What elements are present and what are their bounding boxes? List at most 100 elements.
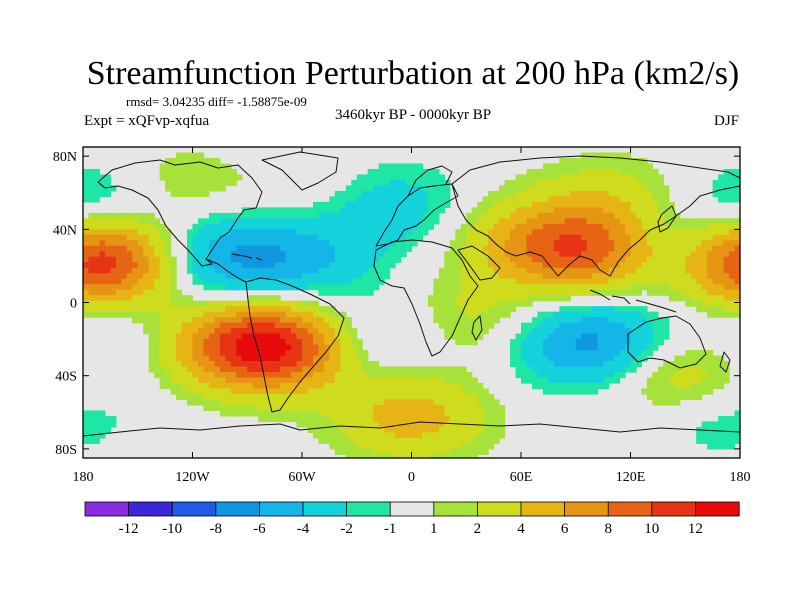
field-cell xyxy=(537,382,544,390)
field-cell xyxy=(504,311,511,318)
field-cell xyxy=(531,174,539,181)
field-cell xyxy=(93,218,101,225)
field-cell xyxy=(219,284,226,291)
field-cell xyxy=(181,179,188,187)
field-cell xyxy=(488,245,495,252)
field-cell xyxy=(312,382,320,390)
field-cell xyxy=(537,256,544,263)
field-cell xyxy=(225,174,232,181)
field-cell xyxy=(411,163,418,170)
field-cell xyxy=(444,443,451,450)
field-cell xyxy=(280,229,287,236)
field-cell xyxy=(269,223,276,230)
field-cell xyxy=(482,201,489,208)
field-cell xyxy=(416,421,424,428)
field-cell xyxy=(104,251,111,258)
field-cell xyxy=(165,361,172,368)
field-cell xyxy=(384,267,391,274)
field-cell xyxy=(269,212,276,219)
field-cell xyxy=(384,377,391,384)
field-cell xyxy=(603,273,610,280)
field-cell xyxy=(581,218,588,225)
field-cell xyxy=(225,223,232,230)
field-cell xyxy=(384,454,391,458)
field-cell xyxy=(378,382,385,390)
field-cell xyxy=(570,350,577,357)
field-cell xyxy=(625,240,632,247)
field-cell xyxy=(274,311,281,318)
field-cell xyxy=(526,267,533,274)
field-cell xyxy=(581,240,588,247)
field-cell xyxy=(652,256,659,263)
field-cell xyxy=(526,361,533,368)
field-cell xyxy=(619,152,626,159)
field-cell xyxy=(718,284,725,291)
field-cell xyxy=(614,251,621,258)
field-cell xyxy=(603,289,610,296)
field-cell xyxy=(570,377,577,384)
field-cell xyxy=(99,267,106,274)
field-cell xyxy=(159,366,166,373)
field-cell xyxy=(291,322,298,329)
field-cell xyxy=(214,223,221,230)
field-cell xyxy=(230,240,237,247)
field-cell xyxy=(499,251,506,258)
field-cell xyxy=(225,179,232,187)
field-cell xyxy=(444,421,451,428)
field-cell xyxy=(499,223,506,230)
field-cell xyxy=(477,212,484,219)
field-cell xyxy=(581,174,588,181)
field-cell xyxy=(159,251,166,258)
field-cell xyxy=(148,251,155,258)
field-cell xyxy=(531,284,539,291)
field-cell xyxy=(701,245,708,252)
field-cell xyxy=(531,322,539,329)
field-cell xyxy=(641,245,648,252)
field-cell xyxy=(247,388,254,395)
field-cell xyxy=(548,284,555,291)
field-cell xyxy=(460,256,467,263)
field-cell xyxy=(477,421,484,428)
field-cell xyxy=(247,306,254,313)
field-cell xyxy=(460,410,467,417)
field-cell xyxy=(460,229,467,236)
field-cell xyxy=(586,174,593,181)
field-cell xyxy=(718,218,725,225)
field-cell xyxy=(734,437,740,444)
field-cell xyxy=(614,377,621,384)
field-cell xyxy=(630,262,637,269)
field-cell xyxy=(159,289,166,296)
field-cell xyxy=(318,256,325,263)
field-cell xyxy=(285,388,292,395)
field-cell xyxy=(542,262,549,269)
field-cell xyxy=(575,190,582,197)
field-cell xyxy=(247,234,254,241)
field-cell xyxy=(608,201,615,208)
field-cell xyxy=(657,207,664,214)
field-cell xyxy=(515,289,522,296)
field-cell xyxy=(132,317,139,324)
field-cell xyxy=(592,251,599,258)
field-cell xyxy=(625,179,632,187)
field-cell xyxy=(548,350,555,357)
field-cell xyxy=(586,328,593,335)
field-cell xyxy=(597,245,604,252)
field-cell xyxy=(312,410,320,417)
field-cell xyxy=(625,256,632,263)
field-cell xyxy=(225,328,232,335)
field-cell xyxy=(734,185,740,192)
field-cell xyxy=(406,372,413,379)
field-cell xyxy=(323,410,330,417)
field-cell xyxy=(657,190,664,197)
field-cell xyxy=(351,339,358,346)
field-cell xyxy=(373,262,380,269)
field-cell xyxy=(608,328,615,335)
field-cell xyxy=(323,404,330,412)
field-cell xyxy=(614,163,621,170)
field-cell xyxy=(444,300,451,307)
field-cell xyxy=(482,300,489,307)
field-cell xyxy=(477,388,484,395)
field-cell xyxy=(356,432,363,439)
field-cell xyxy=(723,196,730,203)
field-cell xyxy=(373,179,380,187)
